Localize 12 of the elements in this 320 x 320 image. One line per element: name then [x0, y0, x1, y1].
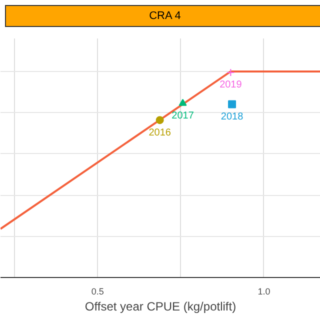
x-tick-label: 0.5	[91, 286, 104, 296]
point	[228, 100, 236, 108]
point	[156, 116, 164, 124]
x-tick-label: 1.0	[258, 286, 270, 296]
series-label: 2018	[220, 111, 244, 122]
point	[226, 68, 235, 76]
x-axis-title: Offset year CPUE (kg/potlift)	[84, 300, 236, 314]
chart-title: CRA 4	[149, 9, 181, 24]
series-label: 2017	[172, 110, 194, 122]
series-label: 2016	[148, 127, 172, 138]
point	[178, 98, 187, 106]
series-label: 2019	[220, 80, 242, 91]
